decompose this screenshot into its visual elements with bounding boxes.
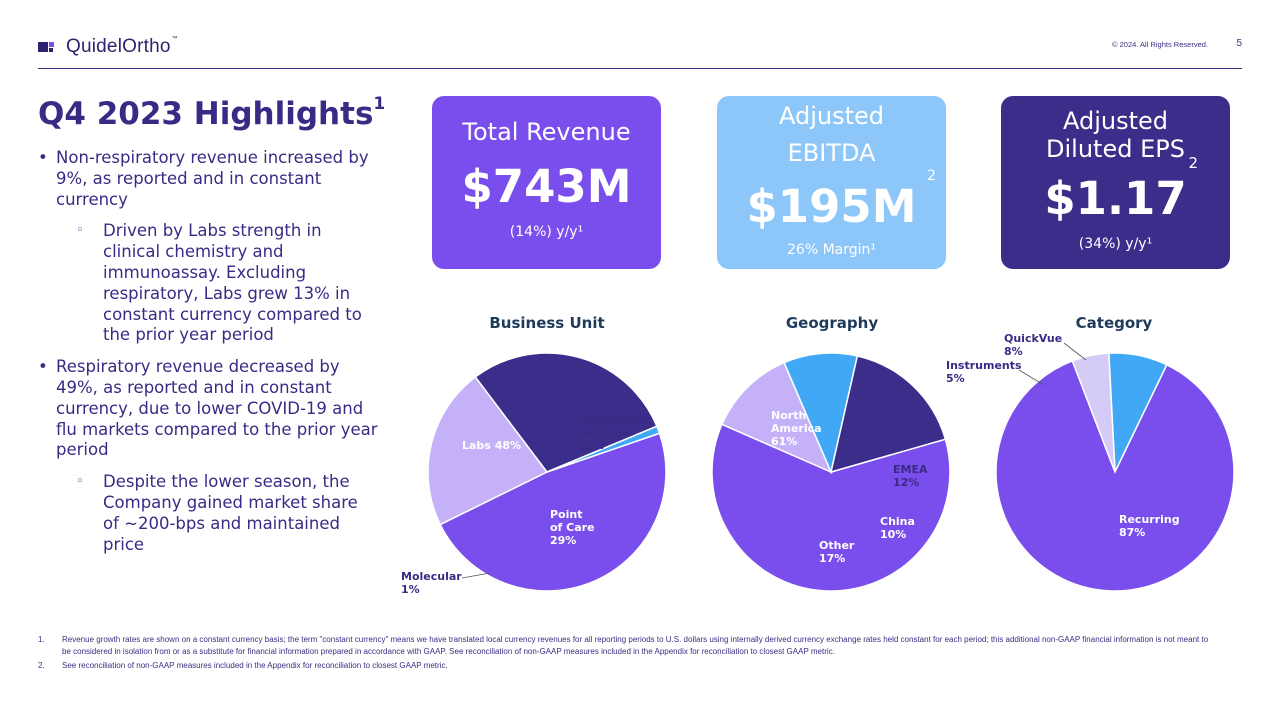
- card-label-line1: Adjusted: [778, 102, 885, 130]
- pie-slice-molecular: [546, 425, 661, 473]
- card-footnote-marker: 2: [1188, 154, 1198, 172]
- bullet-item: Non-respiratory revenue increased by 9%,…: [38, 148, 378, 210]
- copyright-text: © 2024. All Rights Reserved.: [1112, 40, 1208, 49]
- card-value: $743M: [461, 160, 632, 213]
- card-label-line1: Adjusted: [1062, 107, 1169, 135]
- card-label: Total Revenue: [462, 118, 631, 146]
- pie-slice-point-of-care: [474, 352, 658, 473]
- pie-slice-china: [783, 352, 859, 475]
- title-footnote-marker: 1: [373, 94, 386, 114]
- leader-line-quickvue: [1063, 342, 1087, 361]
- pie-slice-transfusion-medicine: [427, 375, 549, 526]
- pie-slice-recurring: [995, 359, 1235, 592]
- leader-line-molecular: [461, 572, 491, 579]
- footnotes: 1. Revenue growth rates are shown on a co…: [38, 634, 1218, 672]
- footnote-item: 2. See reconciliation of non-GAAP measure…: [38, 661, 448, 670]
- slice-label-transfusion-medicine: Transfusion Medicine 22%: [578, 413, 654, 452]
- pie-slice-other: [829, 355, 947, 474]
- business-unit-pie: [427, 352, 667, 592]
- geography-pie: [711, 352, 951, 592]
- geography-chart-title: Geography: [785, 314, 879, 332]
- sub-bullet-item: Despite the lower season, the Company ga…: [38, 472, 378, 555]
- company-logo: QuidelOrtho™: [38, 36, 178, 58]
- pie-slice-instruments: [1071, 352, 1116, 473]
- card-value: $195M: [746, 180, 917, 233]
- slice-label-china: China 10%: [880, 515, 919, 541]
- quidelortho-logo-icon: [38, 42, 54, 52]
- adjusted-eps-card: Adjusted Diluted EPS 2 $1.17 (34%) y/y¹: [1001, 96, 1230, 269]
- slide-header: QuidelOrtho™ © 2024. All Rights Reserved…: [38, 30, 1242, 69]
- page-title: Q4 2023 Highlights1: [38, 94, 386, 132]
- category-pie: [995, 352, 1235, 592]
- slice-label-labs: Labs 48%: [462, 439, 521, 452]
- adjusted-ebitda-card: Adjusted EBITDA 2 $195M 26% Margin¹: [717, 96, 946, 269]
- leader-line-instruments: [1018, 369, 1045, 386]
- slice-label-other: Other 17%: [819, 539, 858, 565]
- slice-label-recurring: Recurring 87%: [1119, 513, 1183, 539]
- slice-label-instruments: Instruments 5%: [946, 359, 1025, 385]
- slice-label-point-of-care: Point of Care 29%: [550, 508, 598, 547]
- card-label-line2: Diluted EPS: [1046, 135, 1185, 163]
- category-chart-title: Category: [1075, 314, 1153, 332]
- sub-bullet-item: Driven by Labs strength in clinical chem…: [38, 221, 378, 346]
- slice-label-quickvue: QuickVue 8%: [1004, 332, 1066, 358]
- footnote-item: 1. Revenue growth rates are shown on a co…: [38, 635, 1209, 656]
- pie-slice-labs: [439, 432, 667, 592]
- card-subtext: (14%) y/y¹: [509, 224, 584, 240]
- card-value: $1.17: [1044, 172, 1187, 225]
- slice-label-north-america: North America 61%: [771, 409, 825, 448]
- card-footnote-marker: 2: [927, 168, 936, 184]
- page-number: 5: [1236, 38, 1242, 49]
- business-unit-chart-title: Business Unit: [489, 314, 605, 332]
- bullet-item: Respiratory revenue decreased by 49%, as…: [38, 357, 378, 461]
- slice-label-molecular: Molecular 1%: [401, 570, 466, 596]
- highlights-list: Non-respiratory revenue increased by 9%,…: [38, 148, 378, 555]
- pie-slice-emea: [720, 361, 833, 474]
- card-subtext: 26% Margin¹: [787, 242, 876, 258]
- pie-slice-north-america: [711, 423, 951, 592]
- card-subtext: (34%) y/y¹: [1078, 236, 1153, 252]
- total-revenue-card: Total Revenue $743M (14%) y/y¹: [432, 96, 661, 269]
- card-label-line2: EBITDA: [787, 139, 876, 167]
- slice-label-emea: EMEA 12%: [893, 463, 931, 489]
- brand-name: QuidelOrtho™: [66, 36, 178, 57]
